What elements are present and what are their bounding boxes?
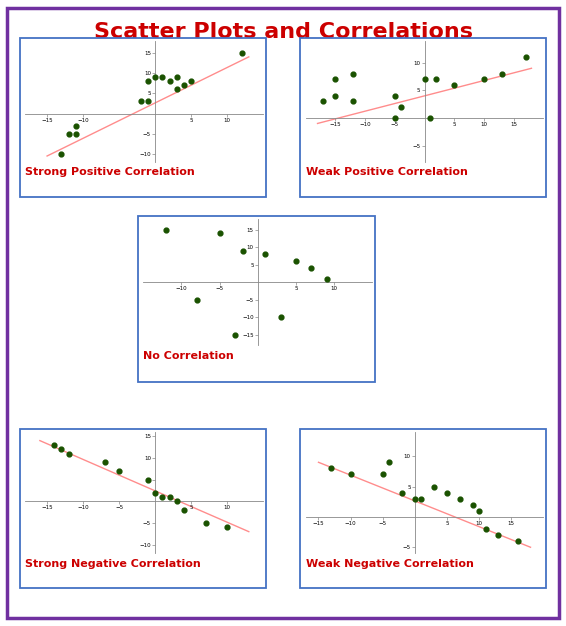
Point — [136, 96, 145, 106]
Point — [222, 522, 231, 532]
Point — [397, 488, 406, 498]
Text: Strong Negative Correlation: Strong Negative Correlation — [25, 558, 201, 568]
Point — [426, 113, 435, 123]
Point — [479, 74, 488, 85]
Point — [331, 74, 340, 85]
Point — [165, 492, 174, 502]
Point — [455, 494, 464, 504]
Point — [179, 80, 188, 90]
Point — [420, 74, 429, 85]
Point — [432, 74, 441, 85]
Point — [322, 274, 331, 284]
Point — [57, 444, 66, 454]
Point — [192, 295, 201, 305]
Point — [238, 245, 247, 255]
Point — [327, 463, 336, 473]
Point — [64, 449, 73, 459]
Point — [498, 69, 507, 79]
Point — [391, 113, 400, 123]
Point — [417, 494, 426, 504]
Point — [143, 475, 152, 485]
Point — [319, 96, 328, 106]
Point — [143, 96, 152, 106]
Point — [430, 481, 439, 491]
Point — [172, 72, 181, 82]
Point — [64, 129, 73, 139]
Point — [162, 225, 171, 235]
Point — [143, 76, 152, 86]
Point — [346, 470, 355, 480]
Point — [385, 457, 394, 467]
Point — [307, 263, 316, 273]
Point — [158, 492, 167, 502]
Point — [349, 69, 358, 79]
Point — [291, 256, 301, 266]
Point — [201, 518, 210, 528]
Point — [474, 506, 483, 516]
Point — [396, 102, 405, 112]
Point — [494, 530, 503, 540]
Point — [179, 505, 188, 515]
Text: Strong Positive Correlation: Strong Positive Correlation — [25, 167, 195, 177]
Point — [172, 85, 181, 95]
Point — [378, 470, 387, 480]
Text: No Correlation: No Correlation — [143, 351, 234, 361]
Point — [165, 76, 174, 86]
Text: Weak Negative Correlation: Weak Negative Correlation — [306, 558, 474, 568]
Point — [349, 96, 358, 106]
Point — [261, 249, 270, 259]
Point — [391, 91, 400, 101]
Text: Weak Positive Correlation: Weak Positive Correlation — [306, 167, 468, 177]
Point — [50, 440, 59, 450]
Point — [187, 76, 196, 86]
Point — [215, 228, 224, 238]
Point — [481, 524, 490, 534]
Point — [172, 496, 181, 506]
Point — [521, 52, 530, 62]
Point — [443, 488, 452, 498]
Point — [71, 129, 80, 139]
Text: Scatter Plots and Correlations: Scatter Plots and Correlations — [93, 22, 473, 42]
Point — [151, 72, 160, 82]
Point — [71, 121, 80, 131]
Point — [57, 149, 66, 159]
Point — [513, 536, 522, 546]
Point — [410, 494, 419, 504]
Point — [331, 91, 340, 101]
Point — [114, 466, 123, 476]
Point — [230, 330, 239, 340]
Point — [237, 48, 246, 58]
Point — [151, 488, 160, 498]
Point — [468, 500, 477, 510]
Point — [276, 312, 285, 322]
Point — [158, 72, 167, 82]
Point — [100, 457, 109, 467]
Point — [449, 80, 458, 90]
